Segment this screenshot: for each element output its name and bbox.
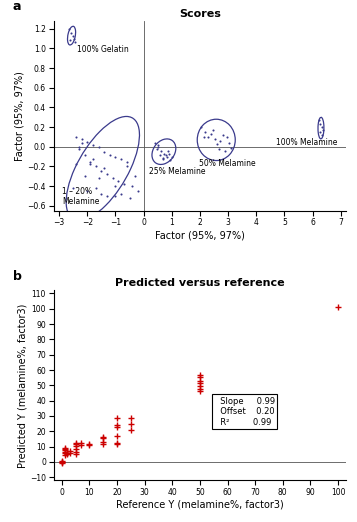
- X-axis label: Factor (95%, 97%): Factor (95%, 97%): [155, 230, 245, 240]
- Title: Predicted versus reference: Predicted versus reference: [115, 278, 285, 288]
- Text: 25% Melamine: 25% Melamine: [149, 168, 205, 176]
- Y-axis label: Predicted Y (melamine%, factor3): Predicted Y (melamine%, factor3): [17, 303, 27, 468]
- Text: a: a: [12, 1, 21, 13]
- Text: Slope     0.99
  Offset    0.20
  R²         0.99: Slope 0.99 Offset 0.20 R² 0.99: [215, 397, 275, 426]
- Text: 50% Melamine: 50% Melamine: [198, 159, 255, 169]
- Text: 1 – 20%: 1 – 20%: [62, 187, 92, 196]
- Text: Melamine: Melamine: [62, 197, 99, 206]
- Text: 100% Melamine: 100% Melamine: [276, 138, 338, 147]
- Text: b: b: [12, 270, 21, 283]
- X-axis label: Reference Y (melamine%, factor3): Reference Y (melamine%, factor3): [116, 500, 284, 509]
- Y-axis label: Factor (95%, 97%): Factor (95%, 97%): [15, 71, 25, 161]
- Text: 100% Gelatin: 100% Gelatin: [77, 45, 129, 54]
- Title: Scores: Scores: [179, 9, 221, 19]
